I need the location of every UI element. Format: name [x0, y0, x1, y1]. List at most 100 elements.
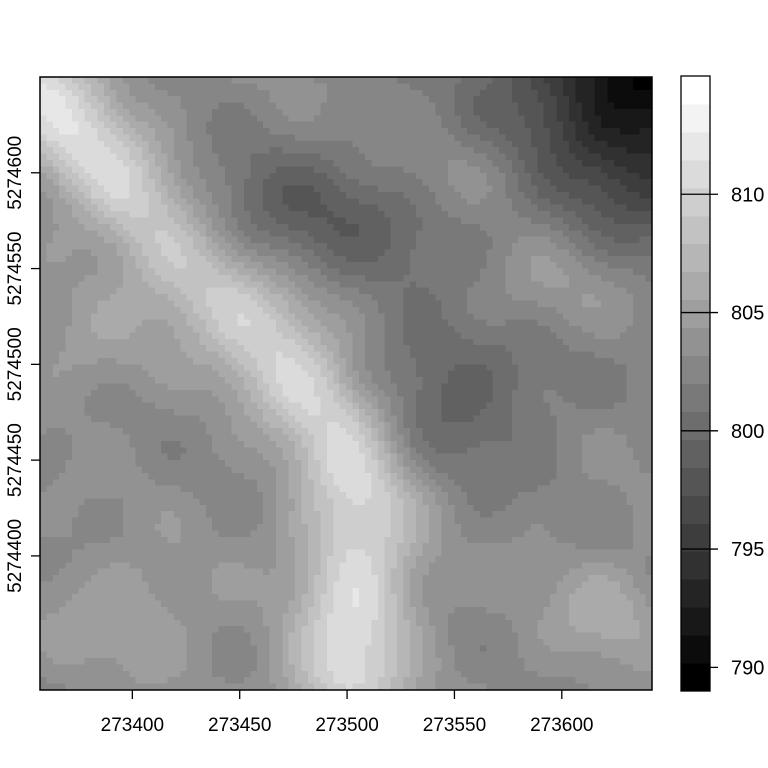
raster-cell: [460, 172, 468, 180]
raster-cell: [473, 377, 481, 385]
raster-cell: [339, 147, 347, 155]
raster-cell: [256, 166, 264, 174]
raster-cell: [639, 402, 647, 410]
raster-cell: [377, 108, 385, 116]
raster-cell: [409, 287, 417, 295]
raster-cell: [460, 115, 468, 123]
raster-cell: [295, 294, 302, 302]
raster-cell: [575, 211, 583, 219]
raster-cell: [218, 211, 226, 219]
raster-cell: [173, 268, 181, 276]
raster-cell: [97, 134, 105, 142]
raster-cell: [84, 281, 92, 289]
raster-cell: [365, 351, 373, 359]
raster-cell: [116, 268, 124, 276]
raster-cell: [486, 326, 494, 334]
raster-cell: [467, 166, 475, 174]
raster-cell: [40, 332, 47, 340]
raster-cell: [639, 389, 647, 397]
raster-cell: [193, 128, 200, 136]
raster-cell: [135, 217, 143, 225]
raster-cell: [199, 345, 207, 353]
raster-cell: [256, 108, 264, 116]
raster-cell: [314, 128, 322, 136]
raster-cell: [135, 83, 143, 91]
raster-cell: [295, 179, 302, 187]
raster-cell: [78, 255, 86, 263]
raster-cell: [530, 306, 538, 314]
raster-cell: [326, 370, 334, 378]
raster-cell: [358, 287, 366, 295]
raster-cell: [613, 274, 621, 282]
raster-cell: [199, 332, 207, 340]
raster-cell: [358, 83, 366, 91]
raster-cell: [645, 402, 652, 410]
raster-cell: [218, 179, 226, 187]
raster-cell: [416, 402, 424, 410]
raster-cell: [601, 153, 608, 161]
raster-cell: [365, 364, 373, 372]
raster-cell: [269, 300, 277, 308]
raster-cell: [167, 294, 175, 302]
raster-cell: [422, 287, 430, 295]
raster-cell: [397, 332, 404, 340]
raster-cell: [511, 313, 519, 321]
raster-cell: [129, 300, 137, 308]
raster-cell: [269, 268, 277, 276]
raster-cell: [626, 281, 634, 289]
raster-cell: [212, 153, 220, 161]
raster-cell: [275, 313, 283, 321]
raster-cell: [467, 115, 475, 123]
raster-cell: [416, 217, 424, 225]
raster-cell: [556, 198, 564, 206]
raster-cell: [537, 102, 545, 110]
raster-cell: [403, 236, 411, 244]
raster-cell: [479, 281, 487, 289]
raster-cell: [288, 300, 296, 308]
raster-cell: [180, 179, 188, 187]
raster-cell: [180, 236, 188, 244]
raster-cell: [326, 236, 334, 244]
raster-cell: [499, 364, 506, 372]
raster-cell: [180, 89, 188, 97]
raster-cell: [275, 147, 283, 155]
raster-cell: [569, 134, 577, 142]
raster-cell: [129, 160, 137, 167]
raster-cell: [473, 281, 481, 289]
raster-cell: [339, 351, 347, 359]
raster-cell: [365, 274, 373, 282]
raster-cell: [352, 108, 360, 116]
raster-cell: [122, 357, 130, 365]
raster-cell: [320, 160, 328, 167]
raster-cell: [505, 185, 513, 193]
raster-cell: [569, 223, 577, 231]
raster-cell: [180, 204, 188, 212]
raster-cell: [626, 115, 634, 123]
raster-cell: [167, 262, 175, 270]
raster-cell: [103, 147, 111, 155]
raster-cell: [346, 300, 353, 308]
raster-cell: [110, 102, 118, 110]
raster-cell: [65, 281, 73, 289]
raster-cell: [499, 351, 506, 359]
raster-cell: [84, 147, 92, 155]
raster-cell: [505, 166, 513, 174]
raster-cell: [91, 402, 98, 410]
raster-cell: [428, 179, 436, 187]
raster-cell: [78, 313, 86, 321]
raster-cell: [167, 230, 175, 238]
raster-cell: [91, 147, 98, 155]
raster-cell: [173, 134, 181, 142]
raster-cell: [154, 77, 162, 84]
raster-cell: [103, 326, 111, 334]
raster-cell: [346, 402, 353, 410]
raster-cell: [129, 313, 137, 321]
raster-cell: [256, 281, 264, 289]
raster-cell: [588, 274, 596, 282]
raster-cell: [288, 160, 296, 167]
raster-cell: [301, 357, 309, 365]
raster-cell: [530, 370, 538, 378]
raster-cell: [135, 96, 143, 104]
raster-cell: [199, 96, 207, 104]
raster-cell: [250, 83, 258, 91]
